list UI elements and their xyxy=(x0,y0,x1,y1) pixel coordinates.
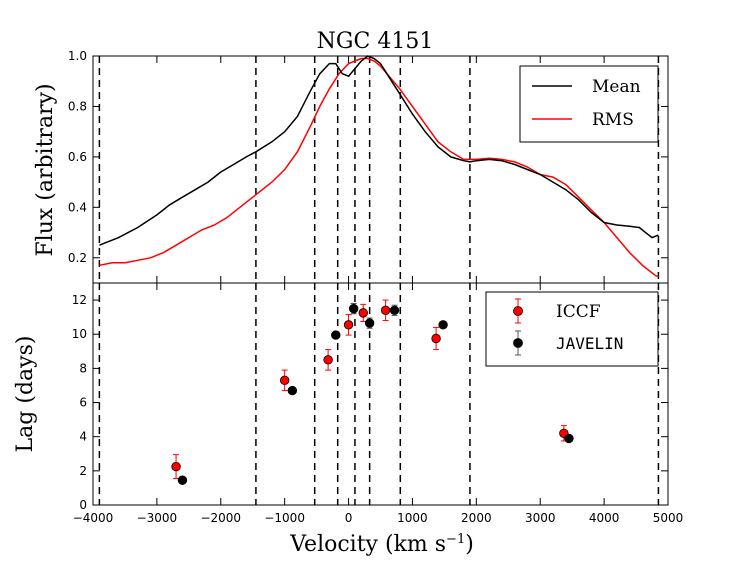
javelin-marker xyxy=(331,330,341,340)
flux-legend-box xyxy=(519,65,659,143)
lag-legend-box xyxy=(485,291,659,367)
legend-iccf-swatch xyxy=(513,298,523,324)
javelin-point xyxy=(331,330,341,340)
lag-series-group xyxy=(171,299,574,485)
javelin-marker xyxy=(438,320,448,330)
lag-x-axis: −4000 −3000 −2000 −1000 0 1000 2000 3000 4000 500… xyxy=(73,283,684,525)
iccf-marker xyxy=(323,355,333,365)
flux-series-rms-line xyxy=(99,57,659,278)
javelin-point xyxy=(438,320,448,330)
lag-x-tick-label: 4000 xyxy=(589,511,620,525)
flux-y-tick-label: 0.6 xyxy=(68,150,87,164)
flux-panel: 0.2 0.4 0.6 0.8 1.0 Flux (arbitrary) Mean RM… xyxy=(33,49,669,284)
iccf-marker xyxy=(431,333,441,344)
lag-y-tick-label: 0 xyxy=(79,498,87,512)
iccf-point xyxy=(343,314,354,336)
javelin-marker xyxy=(287,385,298,396)
flux-y-tick-label: 1.0 xyxy=(68,49,87,63)
lag-panel: 0 2 4 6 8 10 12 −4000 −3000 −2000 −1000 0 1000 2000 3… xyxy=(13,282,684,525)
javelin-point xyxy=(364,317,375,329)
javelin-marker xyxy=(364,318,375,328)
iccf-point xyxy=(431,326,441,351)
javelin-point xyxy=(389,304,400,316)
flux-series-mean-line xyxy=(99,55,659,246)
iccf-marker xyxy=(358,308,368,318)
iccf-point xyxy=(358,303,368,322)
lag-panel-frame xyxy=(92,282,669,506)
lag-x-tick-label: −4000 xyxy=(73,511,114,525)
lag-legend: ICCF JAVELIN xyxy=(485,291,659,367)
x-axis-label: Velocity (km s−1) xyxy=(289,532,474,557)
legend-rms-label: RMS xyxy=(592,110,634,130)
lag-y-tick-label: 4 xyxy=(79,430,87,444)
flux-x-ticks xyxy=(92,56,669,283)
flux-y-axis: 0.2 0.4 0.6 0.8 1.0 xyxy=(68,49,668,265)
legend-javelin-swatch xyxy=(513,330,523,356)
legend-iccf-label: ICCF xyxy=(556,302,601,322)
lag-x-tick-label: 5000 xyxy=(653,511,684,525)
flux-y-tick-label: 0.2 xyxy=(68,251,87,265)
iccf-marker xyxy=(380,305,391,316)
lag-x-tick-label: 1000 xyxy=(397,511,428,525)
iccf-point xyxy=(380,299,391,322)
flux-series-group xyxy=(99,55,659,278)
lag-x-tick-label: 2000 xyxy=(461,511,492,525)
legend-javelin-label: JAVELIN xyxy=(556,334,623,353)
iccf-marker xyxy=(343,320,354,330)
iccf-point xyxy=(323,349,333,371)
lag-y-axis-label: Lag (days) xyxy=(13,336,38,453)
lag-x-tick-label: 3000 xyxy=(525,511,556,525)
lag-y-tick-label: 2 xyxy=(79,464,87,478)
javelin-marker xyxy=(564,433,574,444)
lag-x-tick-label: −3000 xyxy=(137,511,178,525)
iccf-point xyxy=(279,369,290,392)
javelin-point xyxy=(177,475,188,485)
iccf-point xyxy=(171,454,181,480)
flux-y-tick-label: 0.4 xyxy=(68,200,87,214)
javelin-marker xyxy=(389,305,400,316)
iccf-marker xyxy=(279,375,290,386)
flux-y-axis-label: Flux (arbitrary) xyxy=(33,83,58,256)
javelin-point xyxy=(564,433,574,444)
javelin-marker xyxy=(177,475,188,485)
lag-x-tick-label: −1000 xyxy=(264,511,305,525)
lag-x-tick-label: 0 xyxy=(345,511,353,525)
iccf-marker xyxy=(171,461,181,472)
flux-y-tick-label: 0.8 xyxy=(68,99,87,113)
chart-title: NGC 4151 xyxy=(317,29,434,54)
lag-x-tick-label: −2000 xyxy=(200,511,241,525)
javelin-point xyxy=(287,385,298,396)
legend-mean-label: Mean xyxy=(592,77,641,97)
lag-y-tick-label: 8 xyxy=(79,361,87,375)
lag-y-tick-label: 12 xyxy=(72,293,87,307)
flux-legend: Mean RMS xyxy=(519,65,659,143)
javelin-point xyxy=(348,302,359,315)
javelin-marker xyxy=(348,303,359,314)
lag-y-tick-label: 10 xyxy=(72,327,87,341)
lag-y-tick-label: 6 xyxy=(79,396,87,410)
lag-y-axis: 0 2 4 6 8 10 12 xyxy=(72,293,668,512)
